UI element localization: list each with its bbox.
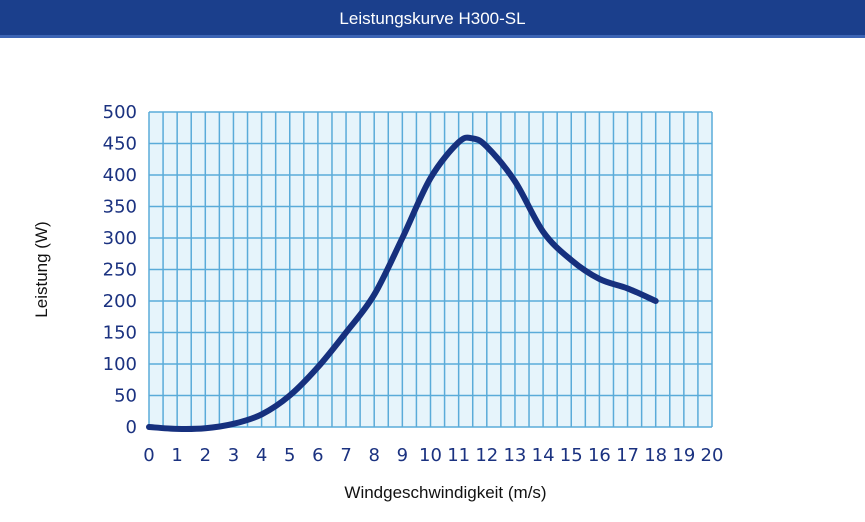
x-tick-label: 13 (503, 445, 526, 466)
x-tick-label: 19 (672, 445, 695, 466)
x-tick-label: 1 (171, 445, 182, 466)
x-tick-label: 17 (616, 445, 639, 466)
x-tick-label: 10 (419, 445, 442, 466)
x-tick-label: 6 (312, 445, 323, 466)
y-tick-labels: 0 50 100 150 200 250 300 350 400 450 500 (103, 102, 137, 438)
x-tick-label: 4 (256, 445, 267, 466)
y-tick-label: 350 (103, 197, 137, 218)
x-tick-label: 14 (532, 445, 555, 466)
x-axis-label: Windgeschwindigkeit (m/s) (344, 483, 546, 502)
x-tick-label: 12 (475, 445, 498, 466)
y-tick-label: 50 (114, 386, 137, 407)
x-tick-label: 3 (228, 445, 239, 466)
x-tick-label: 18 (644, 445, 667, 466)
x-tick-label: 5 (284, 445, 295, 466)
x-tick-label: 11 (447, 445, 470, 466)
y-tick-label: 400 (103, 165, 137, 186)
x-tick-label: 16 (588, 445, 611, 466)
y-tick-label: 200 (103, 291, 137, 312)
y-tick-label: 450 (103, 134, 137, 155)
x-tick-label: 15 (560, 445, 583, 466)
chart-title: Leistungskurve H300-SL (339, 9, 526, 28)
y-tick-label: 500 (103, 102, 137, 123)
y-axis-label: Leistung (W) (32, 221, 51, 317)
y-tick-label: 250 (103, 260, 137, 281)
y-tick-label: 300 (103, 228, 137, 249)
x-tick-label: 20 (701, 445, 724, 466)
x-tick-label: 2 (200, 445, 211, 466)
grid (148, 111, 713, 428)
x-tick-label: 7 (340, 445, 351, 466)
y-tick-label: 150 (103, 323, 137, 344)
x-tick-label: 0 (143, 445, 154, 466)
power-curve-line (146, 134, 659, 433)
y-tick-label: 0 (126, 417, 137, 438)
x-tick-label: 8 (368, 445, 379, 466)
title-bar: Leistungskurve H300-SL (0, 0, 865, 38)
x-tick-labels: 0 1 2 3 4 5 6 7 8 9 10 11 12 13 14 15 16 17 18 19 20 (143, 445, 723, 466)
x-tick-label: 9 (397, 445, 408, 466)
y-tick-label: 100 (103, 354, 137, 375)
